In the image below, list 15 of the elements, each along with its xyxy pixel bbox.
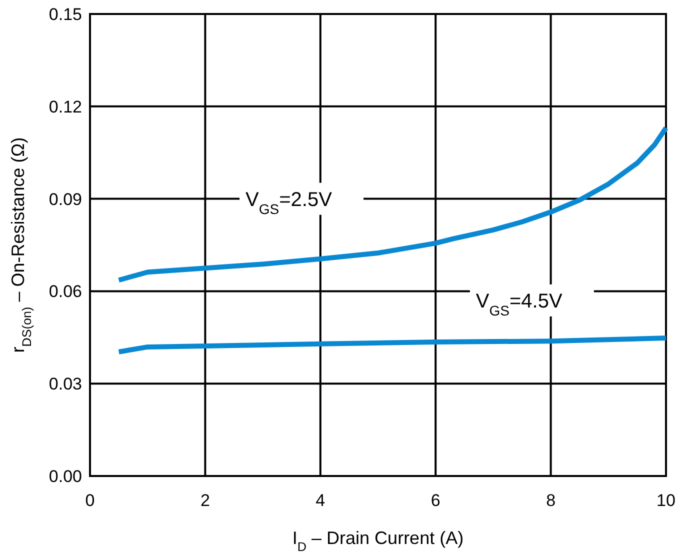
y-tick-label: 0.06: [48, 282, 82, 302]
y-tick-label: 0.12: [48, 97, 82, 116]
y-tick-label: 0.09: [48, 190, 82, 209]
x-tick-label: 8: [546, 491, 556, 510]
y-tick-label: 0.15: [48, 4, 82, 24]
series-label: V$_{GS}$=4.5V: [476, 290, 563, 318]
x-tick-label: 0: [85, 491, 95, 510]
text: V$_{GS}$=2.5V: [246, 188, 333, 217]
x-tick-label: 10: [656, 491, 676, 510]
x-tick-label: 2: [200, 491, 210, 510]
x-axis-title: I$_{D}$ – Drain Current (A): [292, 528, 464, 552]
y-tick-label: 0.00: [48, 466, 82, 486]
y-tick-label: 0.03: [48, 374, 82, 394]
x-tick-label: 6: [430, 491, 440, 510]
x-tick-label: 4: [316, 491, 326, 510]
